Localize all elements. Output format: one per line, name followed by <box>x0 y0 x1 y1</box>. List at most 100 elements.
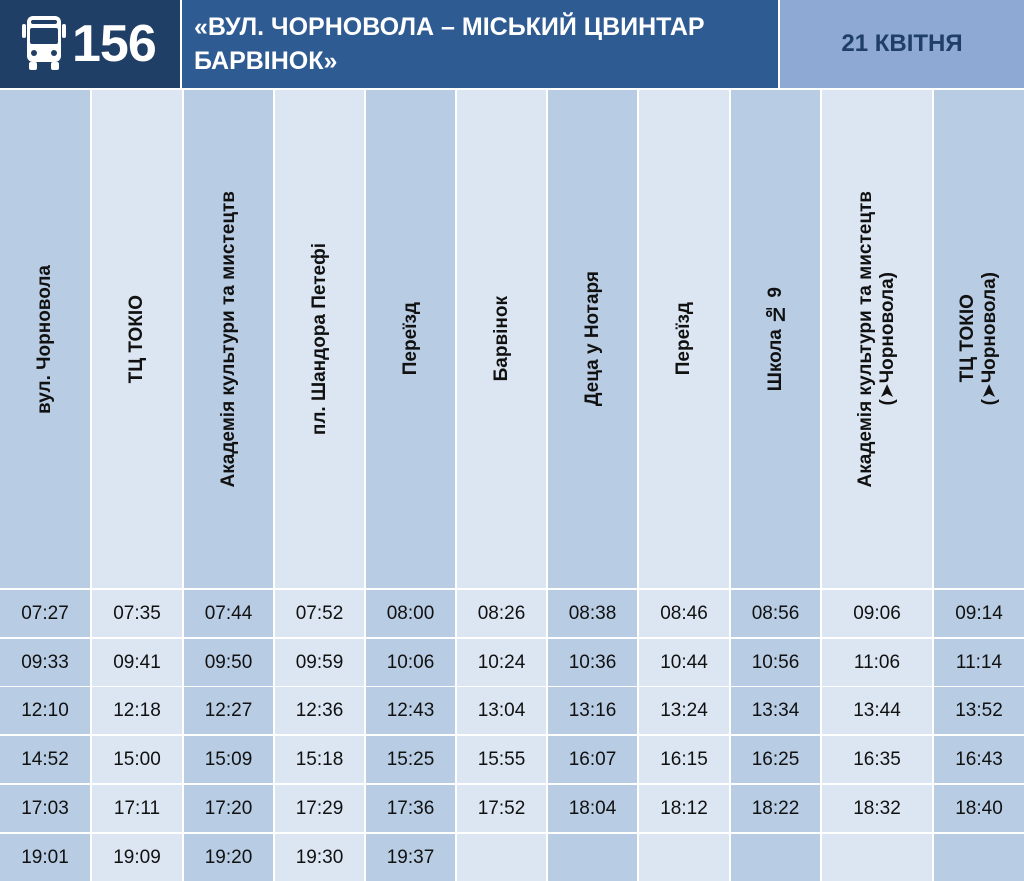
departure-time: 19:01 <box>0 834 90 881</box>
timetable-header: 156 «ВУЛ. ЧОРНОВОЛА – МІСЬКИЙ ЦВИНТАР БА… <box>0 0 1024 88</box>
stop-header: Академія культури та мистецтв (➤Чорновола… <box>822 90 932 588</box>
departure-time: 17:29 <box>275 785 364 832</box>
route-title-box: «ВУЛ. ЧОРНОВОЛА – МІСЬКИЙ ЦВИНТАР БАРВІН… <box>182 0 778 88</box>
departure-time: 10:06 <box>366 639 455 686</box>
stop-name-text: Переїзд <box>399 302 421 376</box>
departure-time: 13:04 <box>457 687 546 734</box>
departure-time: 09:14 <box>934 590 1024 637</box>
departure-time: 13:16 <box>548 687 637 734</box>
departure-time: 09:50 <box>184 639 273 686</box>
departure-time: 15:18 <box>275 736 364 783</box>
date-box: 21 КВІТНЯ <box>780 0 1024 88</box>
departure-time: 07:35 <box>92 590 182 637</box>
stop-header: Академія культури та мистецтв <box>184 90 273 588</box>
departure-time: 16:15 <box>639 736 729 783</box>
departure-time: 16:25 <box>731 736 820 783</box>
stop-name-text: Переїзд <box>673 302 694 376</box>
stop-name-text: Школа № 9 <box>764 286 786 392</box>
departure-time: 16:43 <box>934 736 1024 783</box>
departure-time: 09:33 <box>0 639 90 686</box>
stop-header: Деца у Нотаря <box>548 90 637 588</box>
stop-name: ТЦ ТОКІО <box>126 295 148 383</box>
departure-time: 18:40 <box>934 785 1024 832</box>
stop-name-text: вул. Чорновола <box>34 264 55 414</box>
route-title: «ВУЛ. ЧОРНОВОЛА – МІСЬКИЙ ЦВИНТАР БАРВІН… <box>194 13 705 75</box>
stop-name: Школа № 9 <box>765 287 787 391</box>
stop-header: пл. Шандора Петефі <box>275 90 364 588</box>
departure-time: 10:36 <box>548 639 637 686</box>
schedule-date: 21 КВІТНЯ <box>841 30 963 57</box>
stop-header: Переїзд <box>366 90 455 588</box>
departure-time: 07:52 <box>275 590 364 637</box>
departure-time: 08:00 <box>366 590 455 637</box>
departure-time: 10:56 <box>731 639 820 686</box>
departure-time: 19:09 <box>92 834 182 881</box>
departure-time: 14:52 <box>0 736 90 783</box>
departure-time: 07:27 <box>0 590 90 637</box>
departure-time: 10:44 <box>639 639 729 686</box>
stop-name: Академія культури та мистецтв <box>218 191 240 487</box>
departure-time: 12:43 <box>366 687 455 734</box>
departure-time: 17:03 <box>0 785 90 832</box>
stop-name-text: Академія культури та мистецтв <box>217 190 239 488</box>
bus-icon <box>22 16 66 70</box>
stop-name: Деца у Нотаря <box>582 271 604 406</box>
departure-time: 16:35 <box>822 736 932 783</box>
route-number: 156 <box>72 15 157 73</box>
departure-time: 09:59 <box>275 639 364 686</box>
stop-name-text: ТЦ ТОКІО <box>126 294 147 384</box>
departure-time: 19:30 <box>275 834 364 881</box>
stop-name: Академія культури та мистецтв (➤Чорновола… <box>855 191 899 487</box>
stop-name: пл. Шандора Петефі <box>309 243 331 435</box>
departure-time: 19:37 <box>366 834 455 881</box>
stop-name: Переїзд <box>400 302 422 375</box>
stop-name: ТЦ ТОКІО (➤Чорновола) <box>957 272 1001 405</box>
departure-time: 12:36 <box>275 687 364 734</box>
stop-name-text: Барвінок <box>490 296 512 382</box>
departure-time <box>731 834 820 881</box>
stop-name-text: ТЦ ТОКІО <box>957 294 978 384</box>
stop-header: Переїзд <box>639 90 729 588</box>
departure-time: 18:32 <box>822 785 932 832</box>
stop-name-text: Академія культури та мистецтв <box>855 190 876 488</box>
departure-time: 13:24 <box>639 687 729 734</box>
departure-time: 17:11 <box>92 785 182 832</box>
departure-time: 15:55 <box>457 736 546 783</box>
departure-time: 09:41 <box>92 639 182 686</box>
departure-time <box>822 834 932 881</box>
stop-header: Школа № 9 <box>731 90 820 588</box>
departure-time <box>548 834 637 881</box>
departure-time: 16:07 <box>548 736 637 783</box>
departure-time: 17:20 <box>184 785 273 832</box>
departure-time: 09:06 <box>822 590 932 637</box>
departure-time: 13:34 <box>731 687 820 734</box>
departure-time: 13:44 <box>822 687 932 734</box>
departure-time <box>934 834 1024 881</box>
departure-time: 19:20 <box>184 834 273 881</box>
departure-time: 08:38 <box>548 590 637 637</box>
departure-time: 07:44 <box>184 590 273 637</box>
departure-time: 18:22 <box>731 785 820 832</box>
timetable: вул. Чорновола ТЦ ТОКІО Академія культури … <box>0 90 1024 881</box>
departure-time: 17:36 <box>366 785 455 832</box>
stop-header: Барвінок <box>457 90 546 588</box>
departure-time: 11:06 <box>822 639 932 686</box>
departure-time: 15:09 <box>184 736 273 783</box>
stop-name-text: Деца у Нотаря <box>581 271 603 407</box>
stop-name: Барвінок <box>491 296 513 381</box>
departure-time: 10:24 <box>457 639 546 686</box>
departure-time: 12:27 <box>184 687 273 734</box>
stop-name-text: пл. Шандора Петефі <box>308 242 330 436</box>
route-number-box: 156 <box>0 0 180 88</box>
stop-direction-note: (➤Чорновола) <box>877 272 898 406</box>
departure-time <box>457 834 546 881</box>
departure-time: 12:10 <box>0 687 90 734</box>
departure-time: 18:12 <box>639 785 729 832</box>
departure-time: 08:56 <box>731 590 820 637</box>
stop-header: вул. Чорновола <box>0 90 90 588</box>
stop-name: вул. Чорновола <box>34 265 56 414</box>
stop-header: ТЦ ТОКІО (➤Чорновола) <box>934 90 1024 588</box>
departure-time: 08:46 <box>639 590 729 637</box>
departure-time: 12:18 <box>92 687 182 734</box>
stop-direction-note: (➤Чорновола) <box>979 272 1000 406</box>
